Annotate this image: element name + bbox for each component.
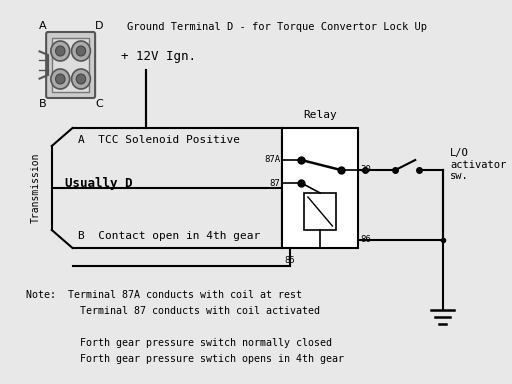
Text: Usually D: Usually D — [65, 177, 133, 190]
Circle shape — [51, 41, 70, 61]
Circle shape — [72, 41, 91, 61]
Circle shape — [51, 69, 70, 89]
Text: L/O
activator
sw.: L/O activator sw. — [450, 148, 506, 181]
Text: Transmission: Transmission — [31, 153, 41, 223]
Text: B: B — [38, 99, 46, 109]
Bar — [283, 128, 358, 248]
Text: 85: 85 — [285, 256, 295, 265]
Text: 87A: 87A — [265, 156, 281, 164]
FancyBboxPatch shape — [46, 32, 95, 98]
Text: A  TCC Solenoid Positive: A TCC Solenoid Positive — [78, 135, 240, 145]
Text: + 12V Ign.: + 12V Ign. — [120, 50, 196, 63]
Text: C: C — [95, 99, 103, 109]
Text: 30: 30 — [360, 166, 371, 174]
Text: 87: 87 — [270, 179, 281, 187]
Bar — [304, 193, 336, 230]
Circle shape — [56, 74, 65, 84]
Circle shape — [76, 46, 86, 56]
Text: B  Contact open in 4th gear: B Contact open in 4th gear — [78, 231, 261, 241]
Text: Ground Terminal D - for Torque Convertor Lock Up: Ground Terminal D - for Torque Convertor… — [127, 22, 427, 32]
Text: 86: 86 — [360, 235, 371, 245]
Circle shape — [76, 74, 86, 84]
Text: D: D — [95, 21, 103, 31]
Text: Terminal 87 conducts with coil activated: Terminal 87 conducts with coil activated — [26, 306, 321, 316]
Text: Note:  Terminal 87A conducts with coil at rest: Note: Terminal 87A conducts with coil at… — [26, 290, 303, 300]
Text: Forth gear pressure switch normally closed: Forth gear pressure switch normally clos… — [26, 338, 332, 348]
Circle shape — [72, 69, 91, 89]
Text: Relay: Relay — [303, 110, 337, 120]
Bar — [52, 38, 90, 92]
Circle shape — [56, 46, 65, 56]
Text: A: A — [38, 21, 46, 31]
Text: Forth gear pressure swtich opens in 4th gear: Forth gear pressure swtich opens in 4th … — [26, 354, 345, 364]
